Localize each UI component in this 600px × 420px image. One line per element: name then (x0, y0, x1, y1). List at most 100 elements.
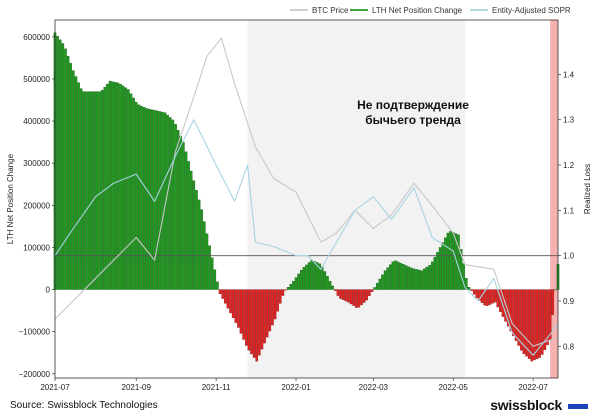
lth-bar (514, 289, 518, 341)
lth-bar (446, 232, 450, 290)
lth-bar (276, 289, 279, 312)
lth-bar (336, 289, 340, 296)
lth-bar (425, 266, 429, 290)
lth-bar (195, 190, 198, 290)
lth-bar (527, 289, 531, 359)
lth-bar (208, 245, 211, 290)
lth-bar (535, 289, 539, 359)
lth-bar (373, 287, 376, 290)
lth-bar (410, 267, 413, 290)
lth-bar (520, 289, 523, 351)
y-right-tick-label: 1.2 (563, 161, 575, 170)
lth-bar (328, 280, 332, 290)
lth-bar (297, 273, 300, 290)
lth-bar (543, 289, 547, 350)
brand-logo: swissblock (490, 397, 562, 413)
lth-bar (69, 63, 72, 290)
lth-bar (357, 289, 361, 308)
lth-bar (161, 111, 164, 290)
lth-bar (90, 91, 93, 290)
lth-bar (79, 88, 83, 290)
lth-bar (82, 91, 86, 290)
lth-bar (187, 161, 190, 290)
lth-bar (294, 277, 298, 290)
lth-bar (279, 289, 282, 304)
y-left-tick-label: −200000 (19, 370, 51, 379)
lth-bar (205, 233, 209, 290)
lth-bar (472, 289, 476, 295)
lth-bar (394, 260, 397, 290)
lth-bar (428, 265, 431, 290)
lth-bar (265, 289, 269, 338)
lth-bar (488, 289, 492, 305)
lth-bar (234, 289, 238, 323)
lth-bar (415, 269, 418, 290)
lth-bar (137, 104, 141, 290)
lth-bar (140, 105, 143, 290)
lth-bar (378, 278, 382, 290)
lth-bar (252, 289, 256, 358)
legend-entry: LTH Net Position Change (372, 6, 463, 15)
lth-bar (339, 289, 342, 299)
lth-bar (320, 266, 324, 290)
lth-bar (74, 76, 78, 290)
lth-bar (176, 129, 180, 290)
lth-bar (77, 82, 80, 290)
lth-bar (158, 111, 162, 290)
lth-bar (407, 266, 410, 290)
lth-bar (368, 289, 371, 297)
y-right-tick-label: 0.8 (563, 342, 575, 351)
lth-bar (95, 91, 99, 290)
lth-bar (250, 289, 253, 355)
lth-bar (271, 289, 274, 326)
lth-bar (226, 289, 230, 309)
annotation-line-1: Не подтверждение (357, 98, 469, 112)
x-tick-label: 2022-07 (518, 383, 548, 392)
lth-bar (174, 123, 177, 290)
lth-bar (224, 289, 227, 304)
axes: 600000 500000 400000 300000 200000 100000 0 −10… (6, 33, 592, 392)
x-tick-label: 2021-09 (122, 383, 152, 392)
y-right-tick-label: 1.4 (563, 70, 575, 79)
lth-bar (166, 114, 169, 290)
lth-bar (263, 289, 266, 344)
lth-bar (381, 274, 384, 290)
lth-bar (365, 289, 369, 301)
lth-bar (491, 289, 494, 304)
lth-bar (391, 261, 395, 290)
lth-bar (299, 270, 303, 290)
source-credit: Source: Swissblock Technologies (10, 400, 158, 411)
lth-bar (258, 289, 261, 356)
lth-bar (179, 135, 183, 290)
lth-bar (229, 289, 232, 314)
plot-frame (54, 19, 559, 379)
y-right-tick-label: 1.1 (563, 206, 575, 215)
brand-mark-icon (568, 404, 588, 409)
lth-bar (255, 289, 258, 362)
lth-bar (467, 286, 471, 290)
y-left-tick-label: 0 (46, 286, 51, 295)
lth-bar (433, 256, 437, 290)
lth-bar (470, 289, 473, 291)
lth-bar (533, 289, 536, 361)
y-right-axis-title: Realized Loss (583, 164, 592, 214)
lth-bar (517, 289, 520, 346)
lth-bar (444, 237, 447, 290)
lth-bar (103, 86, 107, 290)
lth-bar (326, 276, 329, 290)
lth-bar (551, 289, 555, 315)
lth-bar (389, 264, 392, 290)
lth-bar (61, 43, 65, 290)
lth-bar (402, 264, 405, 290)
lth-bar (66, 55, 70, 290)
lth-bar (239, 289, 243, 334)
lth-bar (221, 289, 224, 299)
lth-bar (459, 249, 463, 290)
lth-bar (404, 265, 408, 290)
x-tick-label: 2021-07 (40, 383, 70, 392)
lth-bar (85, 91, 88, 290)
lth-bar (522, 289, 526, 355)
lth-bar (119, 83, 122, 290)
lth-bar (457, 234, 460, 290)
lth-bar (289, 283, 293, 290)
